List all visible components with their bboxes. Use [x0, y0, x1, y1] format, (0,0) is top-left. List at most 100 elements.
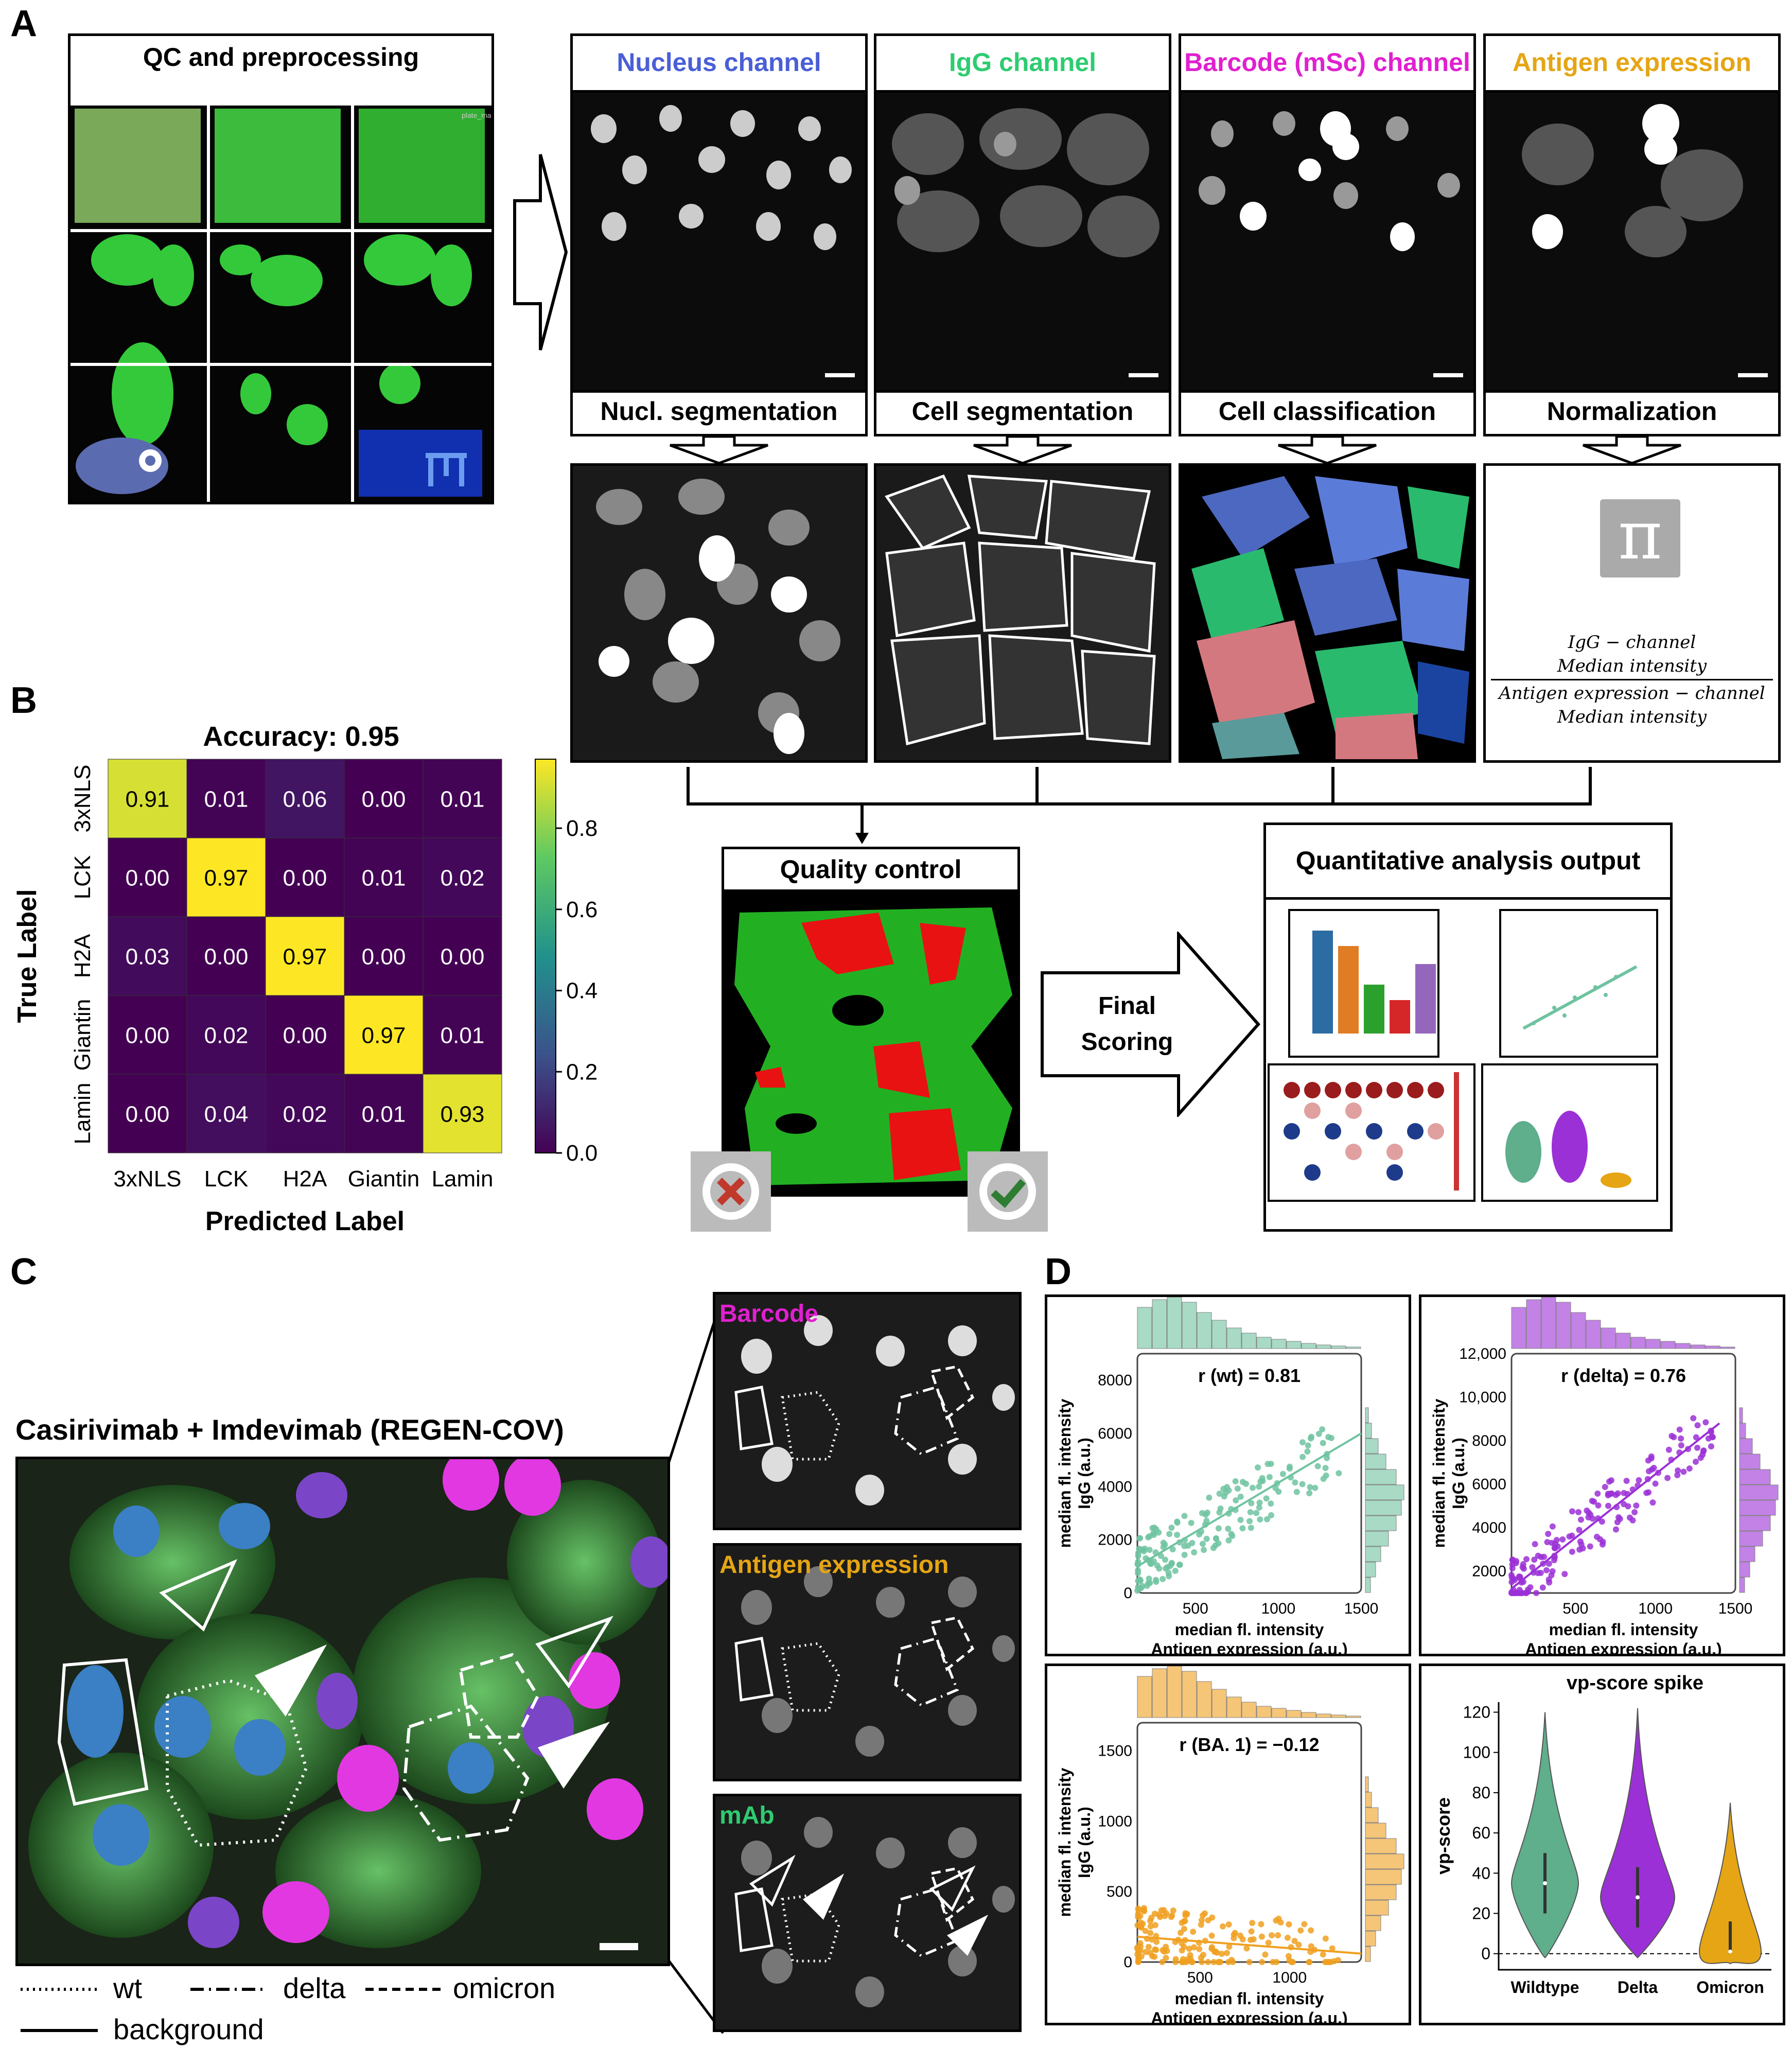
y-tick: 6000 [1098, 1425, 1132, 1442]
data-point [1268, 1461, 1274, 1467]
inset-1: Antigen expression [713, 1543, 1022, 1781]
data-point [1608, 1490, 1615, 1497]
x-tick: Wildtype [1510, 1978, 1579, 1997]
data-point [1329, 1945, 1336, 1952]
data-point [1569, 1548, 1575, 1555]
x-tick-label: Giantin [348, 1166, 419, 1192]
data-point [1648, 1466, 1655, 1473]
data-point [1615, 1514, 1622, 1520]
data-point [1163, 1910, 1170, 1917]
data-point [1134, 1951, 1141, 1957]
data-point [1136, 1535, 1143, 1542]
data-point [1593, 1533, 1600, 1540]
data-point [1208, 1932, 1215, 1939]
data-point [1268, 1932, 1275, 1938]
data-point [1291, 1937, 1298, 1944]
colorbar-tick: 0.2 [566, 1059, 598, 1084]
data-point [1306, 1490, 1313, 1497]
data-point [1561, 1571, 1568, 1578]
data-point [1578, 1541, 1585, 1548]
heatmap-cell-label: 0.97 [283, 944, 327, 970]
x-axis-label: Predicted Label [205, 1206, 405, 1236]
data-point [1253, 1510, 1260, 1516]
data-point [1188, 1519, 1194, 1526]
data-point [1248, 1525, 1254, 1531]
x-tick-label: Lamin [432, 1166, 494, 1192]
data-point [1225, 1487, 1232, 1494]
legend-background: background [113, 2013, 264, 2045]
y-tick: 2000 [1472, 1563, 1506, 1580]
panel-d-plot-3: vp-score spike 0 20 40 60 80 100 120 vp-score Wil… [1419, 1664, 1785, 2025]
data-point [1700, 1448, 1707, 1455]
x-tick: 500 [1562, 1600, 1588, 1617]
scatter-points [1508, 1415, 1716, 1596]
panel-letter-a: A [10, 3, 37, 44]
data-point [1293, 1489, 1300, 1495]
data-point [1284, 1934, 1291, 1941]
heatmap-cell [344, 1074, 424, 1153]
data-point [1551, 1545, 1558, 1551]
heatmap-cell [344, 916, 424, 996]
x-tick-label: H2A [283, 1166, 327, 1192]
formula-numerator-1: IgG − channel [1568, 632, 1696, 653]
y-axis-label: IgG (a.u.) [1075, 1807, 1094, 1878]
data-point [1172, 1568, 1179, 1574]
data-point [1538, 1554, 1544, 1561]
data-point [1174, 1531, 1181, 1538]
data-point [1215, 1959, 1222, 1965]
data-point [1599, 1541, 1606, 1548]
data-point [1147, 1918, 1154, 1924]
data-point [1595, 1502, 1602, 1509]
data-point [1645, 1457, 1652, 1464]
marginal-histogram-y [1739, 1407, 1779, 1593]
data-point [1147, 1930, 1154, 1936]
heatmap-cell-label: 0.00 [126, 866, 170, 891]
qc-preprocessing-box: QC and preprocessing plate_mark [68, 33, 498, 504]
heatmap-cell-label: 0.02 [283, 1102, 327, 1127]
heatmap-cell [344, 995, 424, 1075]
y-tick-label: 3xNLS [70, 764, 95, 832]
step-label-3: Normalization [1547, 397, 1717, 426]
inset-label-2: mAb [719, 1802, 775, 1829]
panel-d-plot-2: r (BA. 1) = −0.12 500 1000 0 500 1000 1500 medi… [1045, 1664, 1411, 2027]
y-axis-label: True Label [12, 889, 42, 1023]
data-point [1258, 1933, 1265, 1940]
data-point [1152, 1922, 1158, 1929]
data-point [1237, 1516, 1244, 1523]
data-point [1247, 1936, 1254, 1943]
heatmap-cell [108, 1074, 187, 1153]
data-point [1196, 1531, 1203, 1538]
data-point [1275, 1932, 1281, 1938]
data-point [1539, 1584, 1546, 1591]
y-tick-label: LCK [70, 855, 95, 900]
y-tick: 1000 [1098, 1813, 1132, 1830]
data-point [1263, 1495, 1270, 1502]
data-point [1531, 1556, 1538, 1563]
merged-micrograph-svg [18, 1459, 667, 1964]
data-point [1586, 1510, 1592, 1516]
segmentation-result-0 [570, 463, 868, 763]
data-point [1636, 1477, 1642, 1483]
data-point [1545, 1561, 1552, 1567]
data-point [1174, 1518, 1181, 1525]
data-point [1314, 1463, 1321, 1469]
data-point [1612, 1526, 1619, 1533]
connector-lines [687, 767, 1592, 844]
data-point [1212, 1542, 1219, 1549]
data-point [1199, 1917, 1205, 1923]
data-point [1693, 1434, 1699, 1441]
whale-logo-icon [76, 437, 168, 494]
data-point [1304, 1448, 1311, 1455]
y-tick-label: Giantin [70, 999, 95, 1071]
data-point [1218, 1950, 1225, 1957]
panel-letter-c: C [10, 1251, 37, 1292]
violin-delta [1600, 1708, 1676, 1958]
data-point [1625, 1503, 1631, 1510]
y-tick: 8000 [1098, 1372, 1132, 1389]
data-point [1270, 1959, 1276, 1965]
data-point [1598, 1518, 1605, 1525]
channel-box-2: Barcode (mSc) channel Cell classification [1179, 33, 1476, 436]
inset-0: Barcode [713, 1292, 1022, 1530]
data-point [1576, 1527, 1583, 1533]
heatmap-cell [108, 916, 187, 996]
